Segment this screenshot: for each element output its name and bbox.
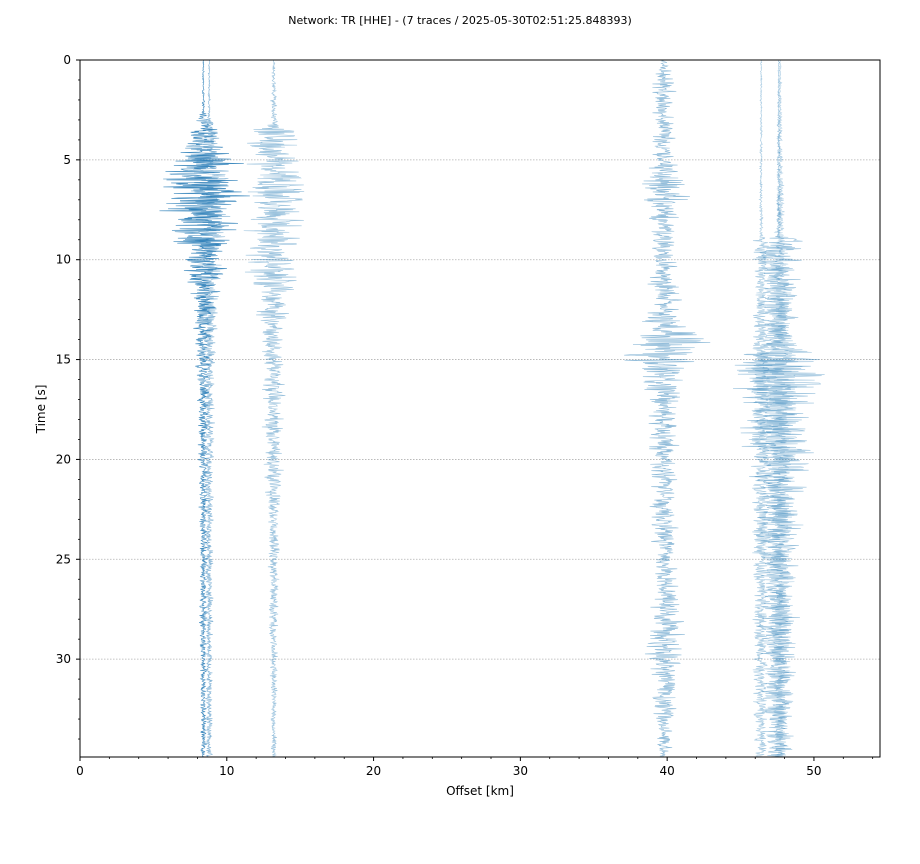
y-tick-label: 25 (56, 552, 71, 566)
x-tick-label: 10 (219, 764, 234, 778)
trace-6 (733, 59, 825, 758)
y-tick-label: 10 (56, 253, 71, 267)
trace-2 (190, 59, 231, 758)
x-axis-label: Offset [km] (446, 784, 514, 798)
plot-frame (79, 59, 881, 758)
x-tick-label: 50 (806, 764, 821, 778)
y-axis-label: Time [s] (34, 385, 48, 435)
trace-1 (159, 59, 250, 758)
y-tick-label: 15 (56, 353, 71, 367)
grid-lines (80, 159, 880, 660)
trace-3 (243, 59, 305, 758)
y-tick-label: 30 (56, 652, 71, 666)
x-tick-label: 0 (76, 764, 84, 778)
y-axis: 0 5 10 15 20 25 30 (56, 53, 80, 740)
chart-title: Network: TR [HHE] - (7 traces / 2025-05-… (288, 14, 631, 27)
y-tick-label: 0 (63, 53, 71, 67)
x-tick-label: 20 (366, 764, 381, 778)
y-tick-label: 5 (63, 153, 71, 167)
y-tick-label: 20 (56, 452, 71, 466)
trace-layer (159, 59, 825, 758)
trace-4 (624, 59, 711, 758)
trace-7 (759, 59, 803, 758)
x-tick-label: 30 (513, 764, 528, 778)
x-tick-label: 40 (660, 764, 675, 778)
trace-5 (750, 59, 773, 758)
x-axis: 0 10 20 30 40 50 (76, 757, 874, 778)
